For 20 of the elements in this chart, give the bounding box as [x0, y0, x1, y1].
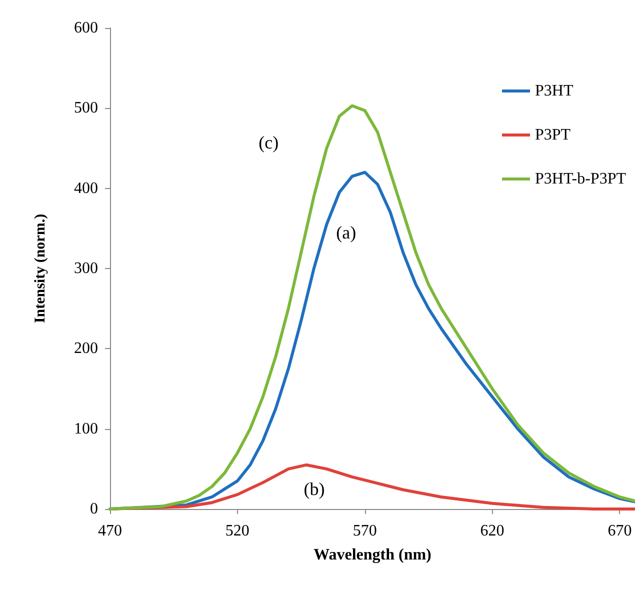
legend-label: P3HT: [535, 82, 574, 100]
y-tick-label: 100: [74, 420, 98, 438]
y-tick-label: 400: [74, 180, 98, 197]
y-axis-title: Intensity (norm.): [32, 214, 48, 324]
y-tick-label: 200: [74, 340, 98, 358]
y-tick-label: 500: [74, 100, 98, 117]
y-tick-label: 300: [74, 260, 98, 277]
x-tick-label: 470: [98, 522, 122, 540]
legend-label: P3HT-b-P3PT: [535, 170, 626, 188]
annotation: (a): [336, 222, 356, 242]
annotation: (c): [258, 132, 279, 152]
legend-label: P3PT: [535, 126, 571, 144]
x-tick-label: 620: [480, 522, 504, 540]
x-axis-title: Wavelength (nm): [314, 546, 432, 564]
x-tick-label: 570: [352, 522, 377, 540]
annotation: (b): [304, 478, 325, 499]
x-tick-label: 670: [608, 522, 632, 540]
x-tick-label: 520: [225, 522, 250, 540]
y-tick-label: 600: [74, 20, 98, 36]
y-tick-label: 0: [90, 500, 98, 518]
